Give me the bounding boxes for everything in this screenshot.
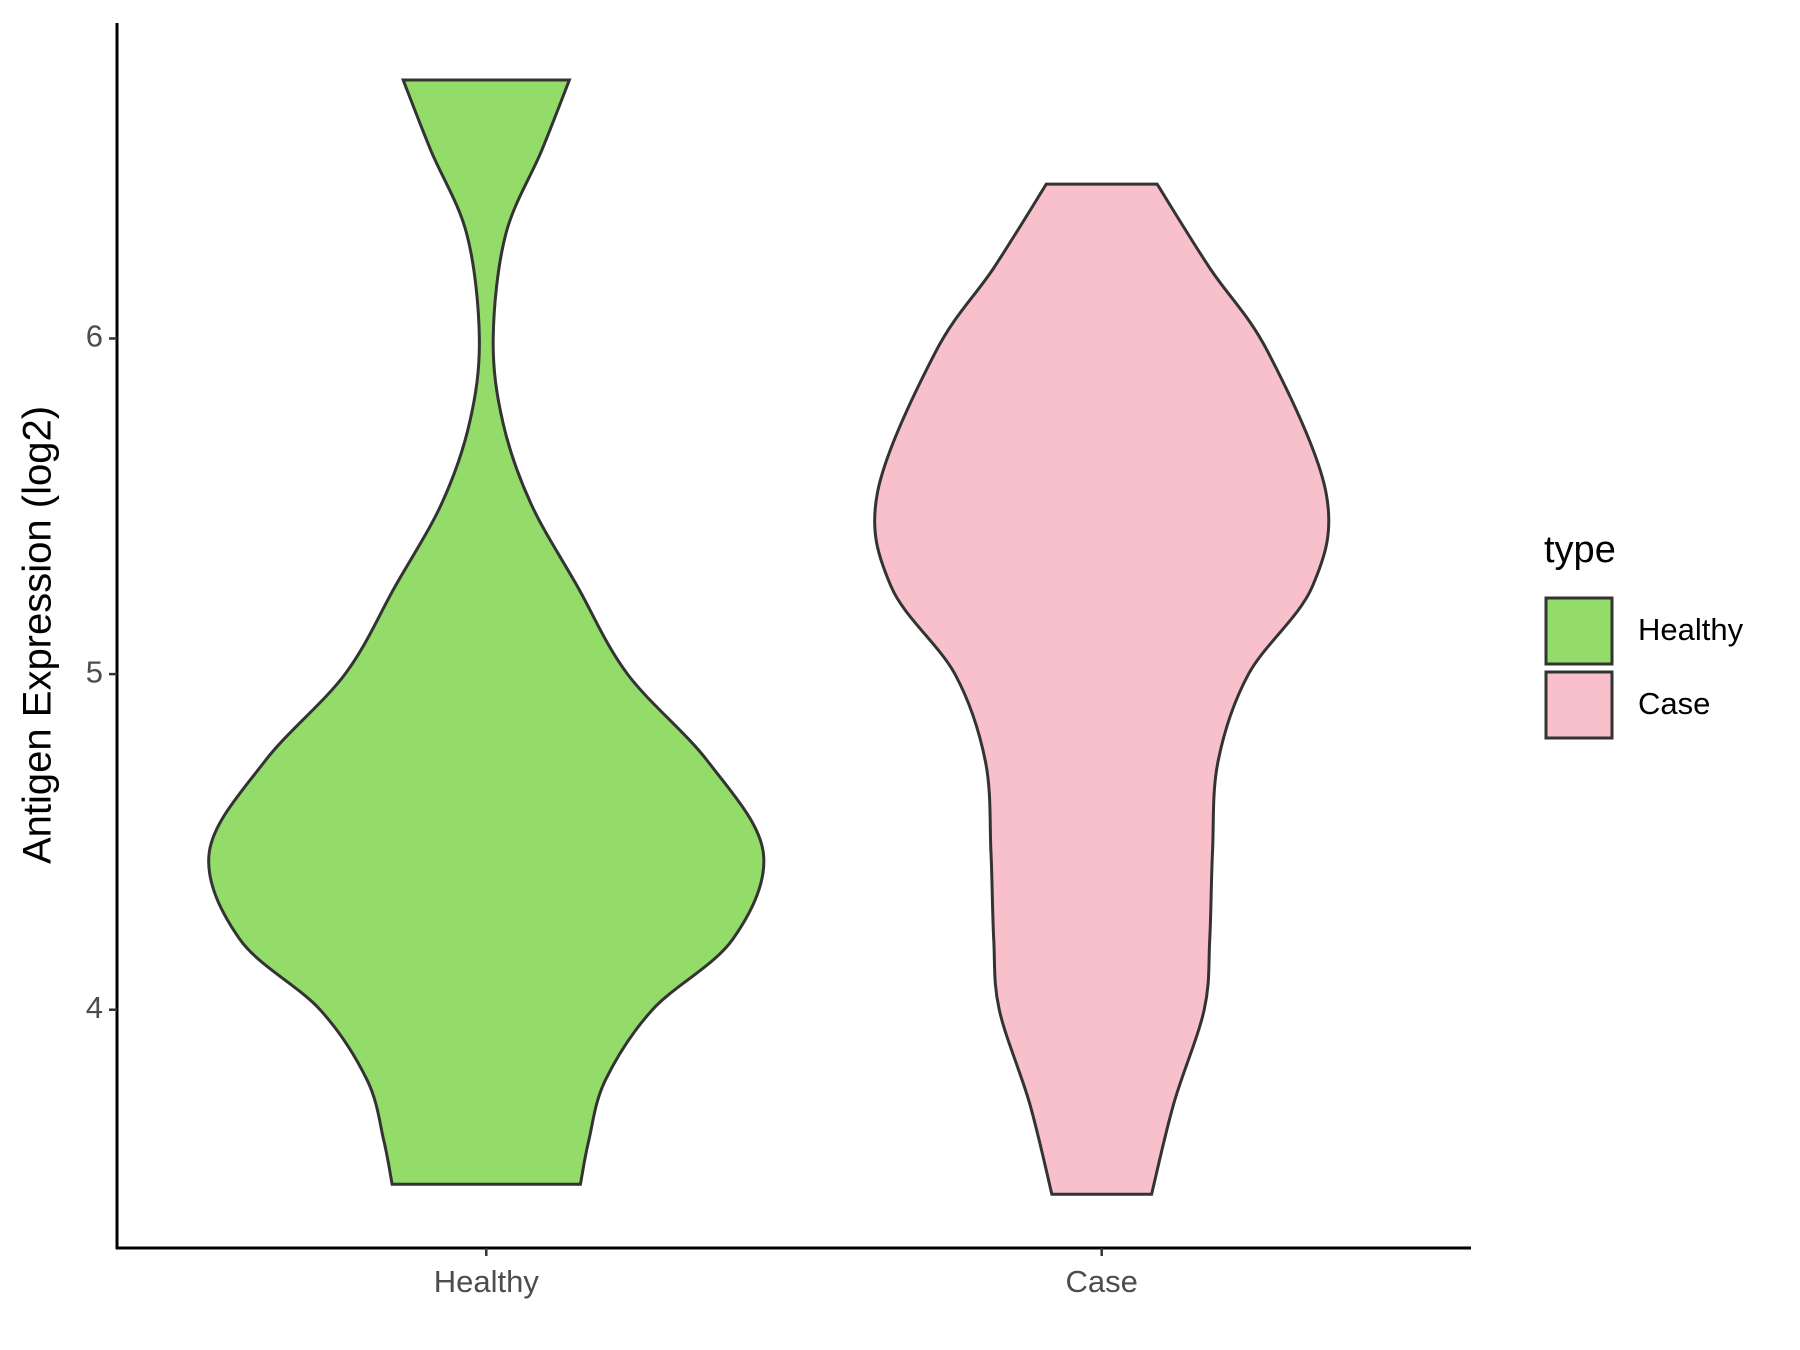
violin bbox=[873, 182, 1331, 1196]
y-tick-label: 4 bbox=[86, 990, 103, 1025]
x-tick-label: Case bbox=[1066, 1264, 1138, 1299]
legend-label: Healthy bbox=[1638, 612, 1744, 647]
violin bbox=[207, 78, 766, 1186]
y-tick-label: 6 bbox=[86, 319, 103, 354]
x-tick-label: Healthy bbox=[434, 1264, 540, 1299]
legend-title: type bbox=[1544, 529, 1616, 571]
legend-label: Case bbox=[1638, 686, 1710, 721]
legend-key bbox=[1544, 596, 1614, 666]
legend-key bbox=[1544, 670, 1614, 740]
y-tick-label: 5 bbox=[86, 654, 103, 689]
y-axis-title: Antigen Expression (log2) bbox=[16, 406, 60, 864]
